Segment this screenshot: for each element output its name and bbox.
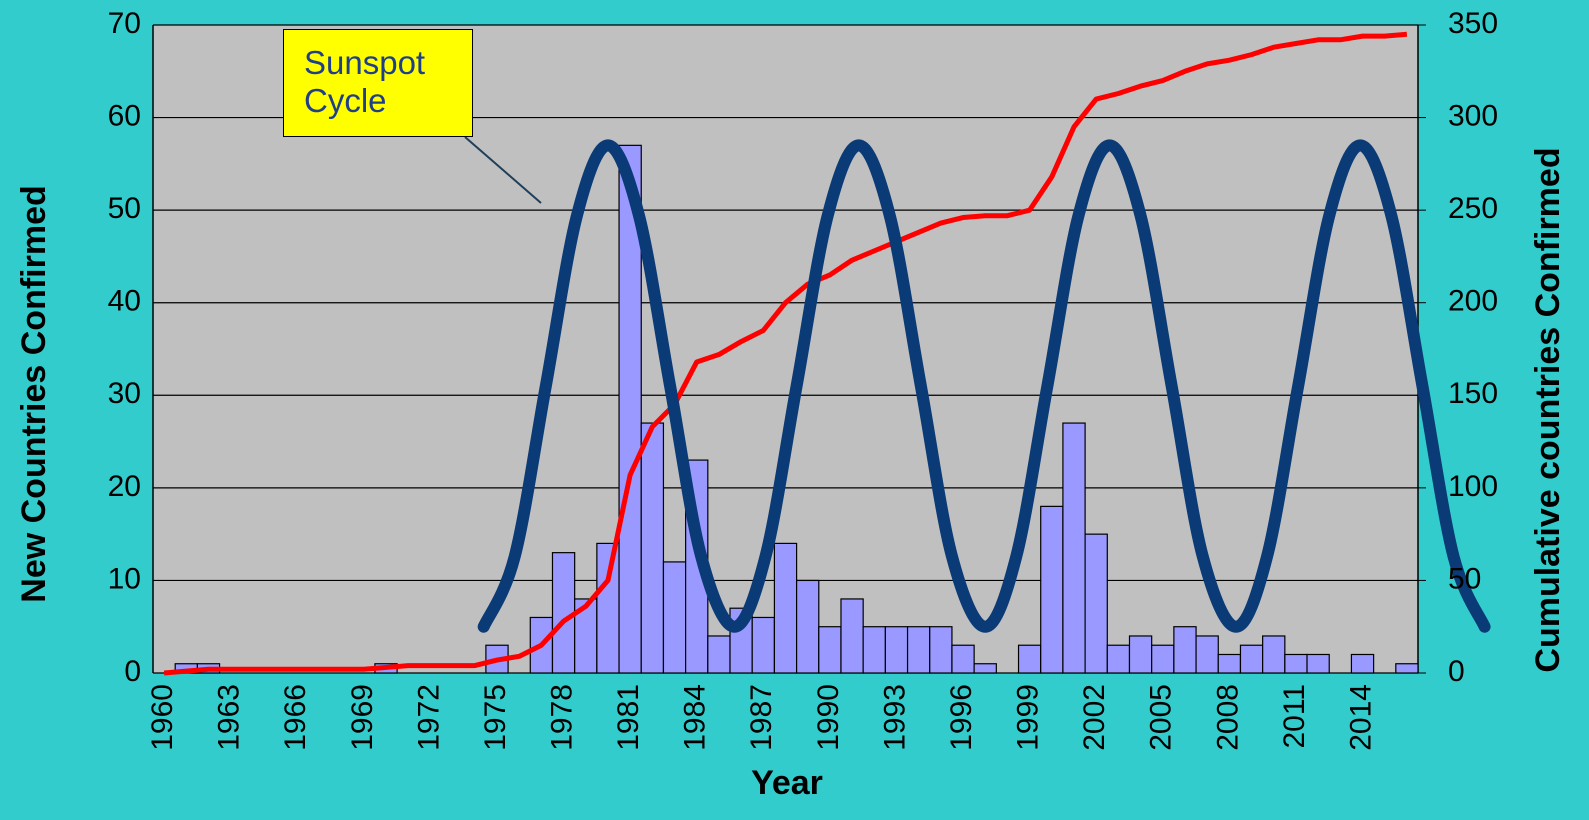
bar: [1062, 422, 1086, 674]
bar: [862, 626, 886, 674]
bar: [751, 616, 776, 674]
x-tick-label: 1996: [945, 684, 978, 751]
x-tick-label: 1999: [1012, 684, 1045, 751]
bar: [1128, 635, 1153, 674]
y-tick-label: 70: [108, 7, 141, 40]
y2-tick-label: 300: [1448, 99, 1498, 132]
bar: [640, 422, 665, 674]
y2-tick-label: 0: [1448, 655, 1465, 688]
x-tick-label: 2011: [1278, 684, 1311, 749]
x-tick-label: 2014: [1344, 684, 1377, 751]
bar: [551, 552, 576, 674]
y-tick-label: 30: [108, 377, 141, 410]
x-tick-label: 1987: [745, 684, 778, 751]
y-tick-label: 0: [124, 655, 141, 688]
bar: [596, 542, 620, 674]
sunspot-curve: [477, 139, 1491, 633]
y-tick-label: 50: [108, 192, 141, 225]
y2-tick-label: 50: [1448, 562, 1481, 595]
y2-tick-label: 100: [1448, 470, 1498, 503]
x-tick-label: 1981: [612, 684, 645, 751]
bar: [1017, 644, 1042, 674]
x-axis-title: Year: [751, 764, 823, 802]
bar: [1239, 644, 1264, 674]
bar: [1306, 653, 1330, 674]
bar: [1350, 653, 1375, 674]
bar: [1151, 644, 1175, 674]
x-tick-label: 1963: [213, 684, 246, 751]
y2-tick-label: 200: [1448, 285, 1498, 318]
x-tick-label: 1993: [878, 684, 911, 751]
bar: [884, 626, 909, 674]
bar: [662, 561, 687, 674]
bar: [618, 144, 642, 674]
bar: [929, 626, 953, 674]
x-tick-label: 2002: [1078, 684, 1111, 751]
bar: [1395, 663, 1419, 674]
y-tick-label: 40: [108, 285, 141, 318]
bar: [1262, 635, 1286, 674]
bar: [1284, 653, 1308, 674]
y2-tick-label: 250: [1448, 192, 1498, 225]
x-tick-label: 2005: [1145, 684, 1178, 751]
bar: [795, 579, 820, 674]
y-tick-label: 60: [108, 99, 141, 132]
bar: [1195, 635, 1219, 674]
x-tick-label: 1972: [412, 684, 445, 751]
bar: [707, 635, 731, 674]
y-tick-label: 20: [108, 470, 141, 503]
y2-tick-label: 150: [1448, 377, 1498, 410]
y2-axis-title: Cumulative countries Confirmed: [1529, 147, 1567, 672]
x-tick-label: 1990: [812, 684, 845, 751]
bar: [1106, 644, 1131, 674]
x-tick-label: 1975: [479, 684, 512, 751]
bar: [906, 626, 931, 674]
y-tick-label: 10: [108, 562, 141, 595]
bar: [818, 626, 842, 674]
x-tick-label: 2008: [1211, 684, 1244, 751]
x-tick-label: 1984: [679, 684, 712, 751]
bar: [1217, 653, 1242, 674]
y-axis-title: New Countries Confirmed: [15, 185, 53, 602]
bar: [1173, 626, 1197, 674]
annotation: Sunspot Cycle: [283, 29, 473, 137]
bar: [951, 644, 975, 674]
x-tick-label: 1969: [346, 684, 379, 751]
y2-tick-label: 350: [1448, 7, 1498, 40]
x-tick-label: 1978: [545, 684, 578, 751]
x-tick-label: 1966: [279, 684, 312, 751]
bar: [973, 663, 997, 674]
bar: [1040, 505, 1064, 674]
cumulative-line: [163, 31, 1408, 676]
x-tick-label: 1960: [146, 684, 179, 751]
bar: [1084, 533, 1108, 674]
bar: [773, 542, 798, 674]
bar: [840, 598, 864, 674]
annotation-leader: [464, 136, 542, 204]
